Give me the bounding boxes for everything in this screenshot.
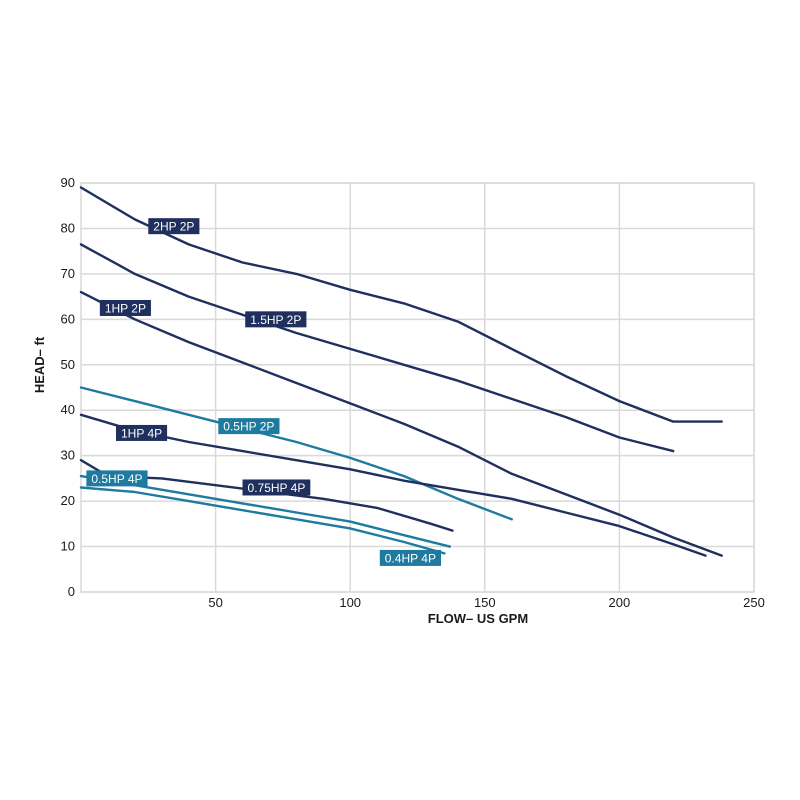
x-tick-label: 100: [339, 595, 361, 610]
y-tick-label: 40: [61, 402, 75, 417]
y-tick-label: 80: [61, 220, 75, 235]
series-line-1hp-2p: [79, 290, 723, 557]
series-label-0-4hp-4p: 0.4HP 4P: [379, 549, 442, 566]
y-tick-label: 70: [61, 266, 75, 281]
y-tick-label: 0: [68, 584, 75, 599]
series-label-1hp-4p: 1HP 4P: [115, 424, 168, 441]
series-label-text: 0.75HP 4P: [248, 481, 306, 495]
series-label-text: 0.4HP 4P: [385, 551, 436, 565]
series-label-box: [245, 311, 307, 328]
series-label-box: [99, 299, 151, 316]
x-tick-label: 50: [208, 595, 222, 610]
series-label-text: 2HP 2P: [153, 220, 194, 234]
x-axis-title: FLOW– US GPM: [428, 611, 528, 626]
series-line-1hp-4p: [79, 413, 707, 557]
series-label-box: [115, 424, 168, 441]
series-label-box: [86, 470, 148, 487]
series-label-1-5hp-2p: 1.5HP 2P: [245, 311, 307, 328]
plot-frame: [80, 182, 755, 593]
series-label-0-5hp-4p: 0.5HP 4P: [86, 470, 148, 487]
series-line-0-4hp-4p: [79, 486, 446, 555]
y-axis-title: HEAD– ft: [32, 336, 47, 393]
series-label-0-5hp-2p: 0.5HP 2P: [218, 418, 280, 435]
series-label-box: [148, 218, 200, 235]
x-tick-label: 150: [474, 595, 496, 610]
series-line-0-5hp-2p: [79, 386, 513, 521]
axes: FLOW– US GPM HEAD– ft 0 10 20 30 40 50 60 70 80 9…: [32, 175, 765, 626]
series-label-text: 1HP 2P: [105, 301, 146, 315]
series-labels: 2HP 2P 1.5HP 2P 1HP 2P 0.5HP 2P 1HP 4P 0.75HP…: [86, 218, 442, 566]
series-label-box: [218, 418, 280, 435]
y-tick-label: 30: [61, 448, 75, 463]
series-label-box: [379, 549, 442, 566]
series-label-0-75hp-4p: 0.75HP 4P: [242, 479, 311, 496]
series-label-2hp-2p: 2HP 2P: [148, 218, 200, 235]
x-tick-label: 200: [609, 595, 631, 610]
series-label-box: [242, 479, 311, 496]
series-label-text: 1HP 4P: [121, 426, 162, 440]
y-tick-label: 90: [61, 175, 75, 190]
series-label-text: 0.5HP 2P: [223, 420, 274, 434]
series-label-text: 1.5HP 2P: [250, 313, 301, 327]
x-tick-label: 250: [743, 595, 765, 610]
y-tick-label: 20: [61, 493, 75, 508]
series-line-1-5hp-2p: [79, 243, 675, 453]
series-line-2hp-2p: [79, 186, 723, 423]
y-tick-label: 10: [61, 539, 75, 554]
series-label-text: 0.5HP 4P: [91, 472, 142, 486]
y-tick-label: 50: [61, 357, 75, 372]
series-line-0-5hp-4p: [79, 474, 451, 548]
grid: [80, 182, 755, 593]
series-label-1hp-2p: 1HP 2P: [99, 299, 151, 316]
y-tick-label: 60: [61, 311, 75, 326]
